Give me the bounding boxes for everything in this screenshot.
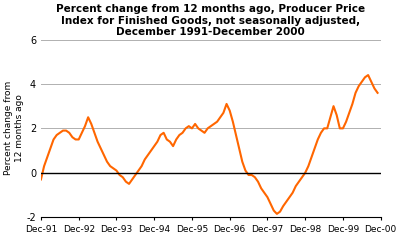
Y-axis label: Percent change from
12 months ago: Percent change from 12 months ago	[4, 81, 24, 175]
Title: Percent change from 12 months ago, Producer Price
Index for Finished Goods, not : Percent change from 12 months ago, Produ…	[56, 4, 365, 37]
